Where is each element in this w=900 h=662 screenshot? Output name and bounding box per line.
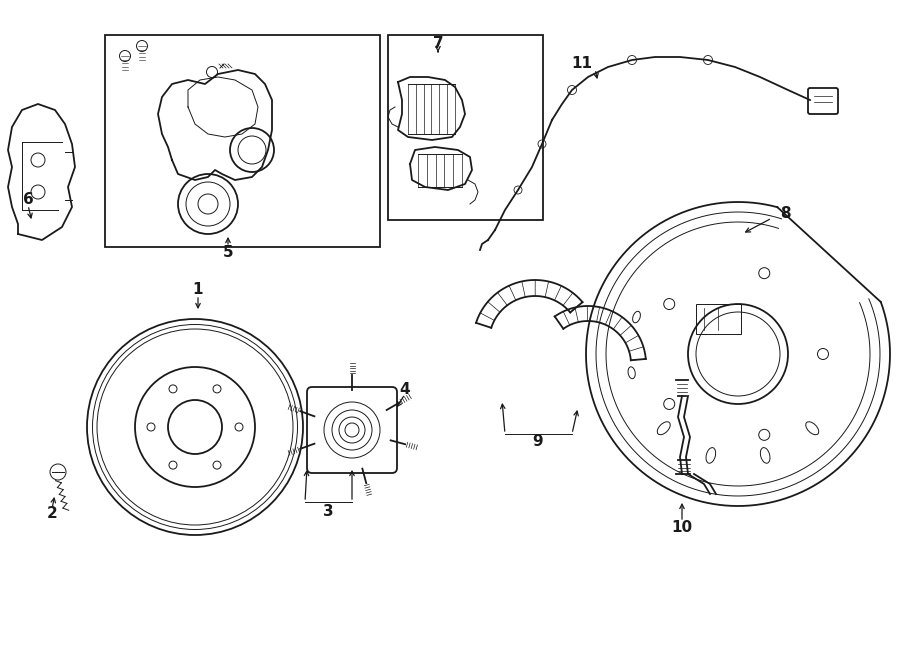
Text: 7: 7 [433, 36, 444, 52]
Text: 9: 9 [533, 434, 544, 449]
Bar [388, 35, 543, 220]
Text: 6: 6 [22, 193, 33, 207]
Text: 8: 8 [779, 207, 790, 222]
Bar [105, 35, 380, 247]
Text: 4: 4 [400, 383, 410, 397]
FancyBboxPatch shape [808, 88, 838, 114]
Text: 3: 3 [323, 504, 333, 520]
Text: 2: 2 [47, 506, 58, 522]
Text: 5: 5 [222, 244, 233, 260]
Bar [696, 304, 741, 334]
Text: 1: 1 [193, 283, 203, 297]
Text: 11: 11 [572, 56, 592, 71]
Text: 10: 10 [671, 520, 693, 534]
